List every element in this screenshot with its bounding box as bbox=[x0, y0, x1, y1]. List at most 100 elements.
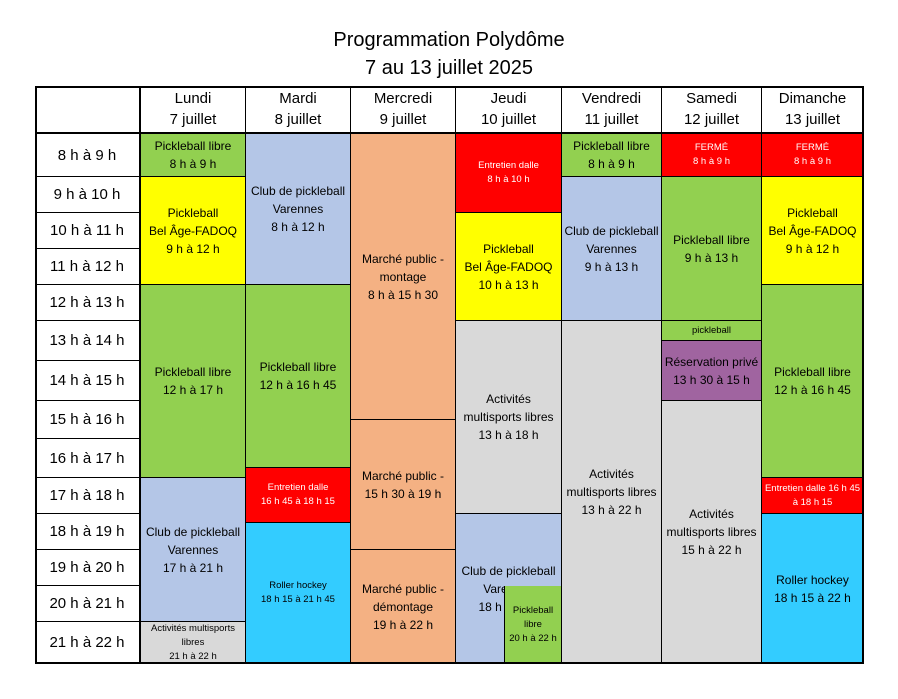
event-text: Pickleball bbox=[512, 604, 554, 616]
event-block: Pickleball libre 20 h à 22 h bbox=[504, 586, 562, 664]
event-block: Marché public - 15 h 30 à 19 h bbox=[351, 420, 456, 550]
day-header-1: Mardi 8 juillet bbox=[246, 86, 351, 134]
day-header-6: Dimanche 13 juillet bbox=[762, 86, 864, 134]
time-slot-0: 8 h à 9 h bbox=[35, 134, 141, 177]
day-header-0: Lundi 7 juillet bbox=[141, 86, 246, 134]
event-text: Pickleball libre bbox=[774, 365, 851, 379]
event-text: Entretien dalle bbox=[267, 482, 329, 494]
time-slot-8: 16 h à 17 h bbox=[35, 439, 141, 478]
event-block: Pickleball libre 12 h à 17 h bbox=[141, 285, 246, 478]
event-text: 13 h à 22 h bbox=[581, 503, 642, 517]
event-text: 9 h à 12 h bbox=[166, 241, 220, 256]
event-text: 9 h à 13 h bbox=[584, 259, 639, 274]
event-text: FERMÉ bbox=[694, 142, 729, 153]
time-slot-1: 9 h à 10 h bbox=[35, 177, 141, 213]
event-block: Activités multisports libres 13 h à 22 h bbox=[562, 321, 662, 664]
time-slot-2: 10 h à 11 h bbox=[35, 213, 141, 249]
event-block: Club de pickleball Varennes 9 h à 13 h bbox=[562, 177, 662, 321]
event-text: 12 h à 16 h 45 bbox=[259, 378, 337, 393]
day-name: Lundi bbox=[174, 90, 212, 107]
day-date: 11 juillet bbox=[584, 111, 639, 128]
time-slot-10: 18 h à 19 h bbox=[35, 514, 141, 550]
event-text: Démontage bbox=[687, 321, 736, 324]
event-text: Activités bbox=[486, 392, 531, 406]
event-block: Pickleball Bel Âge-FADOQ 10 h à 13 h bbox=[456, 213, 562, 321]
event-block: Pickleball Bel Âge-FADOQ 9 h à 12 h bbox=[762, 177, 864, 285]
event-block: Pickleball libre 12 h à 16 h 45 bbox=[762, 285, 864, 478]
event-text: 19 h à 22 h bbox=[372, 617, 434, 632]
event-text: Marché public - bbox=[361, 581, 445, 596]
event-text: Varennes bbox=[167, 542, 219, 557]
event-text: 8 h à 9 h bbox=[169, 157, 217, 171]
event-text: pickleball bbox=[691, 324, 732, 336]
event-text: Roller hockey bbox=[269, 580, 327, 591]
event-text: FERMÉ bbox=[795, 142, 830, 153]
day-header-5: Samedi 12 juillet bbox=[662, 86, 762, 134]
event-text: Activités bbox=[689, 507, 734, 521]
time-slot-4: 12 h à 13 h bbox=[35, 285, 141, 321]
day-header-2: Mercredi 9 juillet bbox=[351, 86, 456, 134]
event-text: libre bbox=[524, 618, 542, 630]
event-text: Pickleball libre bbox=[673, 232, 750, 247]
day-header-4: Vendredi 11 juillet bbox=[562, 86, 662, 134]
event-text: Réservation privé bbox=[664, 354, 759, 369]
event-text: Bel Âge-FADOQ bbox=[148, 223, 238, 238]
event-text: Entretien dalle bbox=[478, 160, 539, 171]
day-date: 9 juillet bbox=[379, 111, 427, 128]
event-text: 8 h à 9 h bbox=[794, 156, 831, 167]
event-text: à 18 h 15 bbox=[792, 496, 833, 508]
day-date: 7 juillet bbox=[169, 111, 217, 128]
event-text: 15 h à 22 h bbox=[681, 543, 742, 557]
day-name: Dimanche bbox=[778, 90, 847, 107]
event-text: multisports libres bbox=[463, 410, 554, 424]
event-block: Club de pickleball Varennes 8 h à 12 h bbox=[246, 134, 351, 285]
event-block: Pickleball Bel Âge-FADOQ 9 h à 12 h bbox=[141, 177, 246, 285]
event-text: 17 h à 21 h bbox=[162, 560, 224, 575]
event-block: Activités multisports libres 13 h à 18 h bbox=[456, 321, 562, 514]
event-block: Entretien dalle 16 h 45 à 18 h 15 bbox=[246, 468, 351, 523]
event-text: 21 h à 22 h bbox=[169, 650, 217, 662]
event-text: 15 h 30 à 19 h bbox=[364, 486, 442, 501]
event-text: 20 h à 22 h bbox=[509, 632, 557, 644]
schedule-grid: Lundi 7 juillet Mardi 8 juillet Mercredi 9 ju… bbox=[35, 86, 864, 664]
day-name: Mercredi bbox=[373, 90, 433, 107]
event-block: Pickleball libre 12 h à 16 h 45 bbox=[246, 285, 351, 469]
event-text: 8 h à 10 h bbox=[487, 174, 530, 185]
time-slot-5: 13 h à 14 h bbox=[35, 321, 141, 361]
event-text: Varennes bbox=[586, 241, 637, 256]
event-text: 13 h 30 à 15 h bbox=[673, 372, 750, 387]
day-date: 10 juillet bbox=[480, 111, 537, 128]
day-name: Mardi bbox=[279, 90, 317, 107]
time-slot-11: 19 h à 20 h bbox=[35, 550, 141, 586]
time-slot-3: 11 h à 12 h bbox=[35, 249, 141, 285]
event-text: Pickleball libre bbox=[573, 139, 650, 153]
event-text: 9 h à 12 h bbox=[785, 241, 840, 256]
event-text: 10 h à 13 h bbox=[478, 277, 539, 292]
event-text: montage bbox=[379, 269, 427, 284]
event-text: 8 h à 15 h 30 bbox=[367, 287, 439, 302]
event-text: 18 h 15 à 21 h 45 bbox=[261, 594, 335, 605]
event-text: Pickleball libre bbox=[154, 139, 232, 153]
event-text: Bel Âge-FADOQ bbox=[464, 259, 553, 274]
event-text: Marché public - bbox=[361, 468, 445, 483]
event-text: Bel Âge-FADOQ bbox=[768, 223, 857, 238]
event-block: Réservation privé 13 h 30 à 15 h bbox=[662, 341, 762, 401]
event-block: Marché public - montage 8 h à 15 h 30 bbox=[351, 134, 456, 420]
event-text: Club de pickleball bbox=[145, 524, 241, 539]
day-name: Samedi bbox=[686, 90, 737, 107]
event-block: Démontagepickleball 13 h à 13 h 30 bbox=[662, 321, 762, 341]
event-block: FERMÉ 8 h à 9 h bbox=[662, 134, 762, 177]
event-text: 12 h à 16 h 45 bbox=[774, 383, 851, 397]
day-date: 12 juillet bbox=[683, 111, 740, 128]
event-text: Club de pickleball bbox=[564, 223, 659, 238]
time-slot-6: 14 h à 15 h bbox=[35, 361, 141, 401]
event-text: 12 h à 17 h bbox=[162, 383, 224, 397]
event-block: Marché public - démontage 19 h à 22 h bbox=[351, 550, 456, 664]
event-text: 9 h à 13 h bbox=[684, 250, 739, 265]
day-name: Vendredi bbox=[581, 90, 642, 107]
event-block: Roller hockey 18 h 15 à 21 h 45 bbox=[246, 523, 351, 664]
corner-cell bbox=[35, 86, 141, 134]
event-block: Club de pickleball Varennes 17 h à 21 h bbox=[141, 478, 246, 622]
time-slot-12: 20 h à 21 h bbox=[35, 586, 141, 622]
day-date: 13 juillet bbox=[784, 111, 841, 128]
